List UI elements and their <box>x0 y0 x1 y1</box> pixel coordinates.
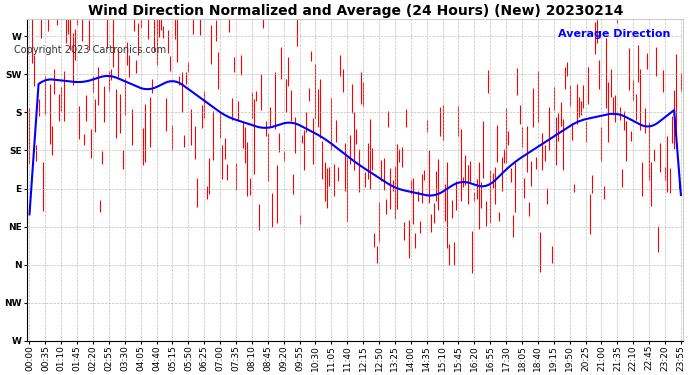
Text: Average Direction: Average Direction <box>558 29 670 39</box>
Title: Wind Direction Normalized and Average (24 Hours) (New) 20230214: Wind Direction Normalized and Average (2… <box>88 4 623 18</box>
Text: Copyright 2023 Cartronics.com: Copyright 2023 Cartronics.com <box>14 45 166 55</box>
